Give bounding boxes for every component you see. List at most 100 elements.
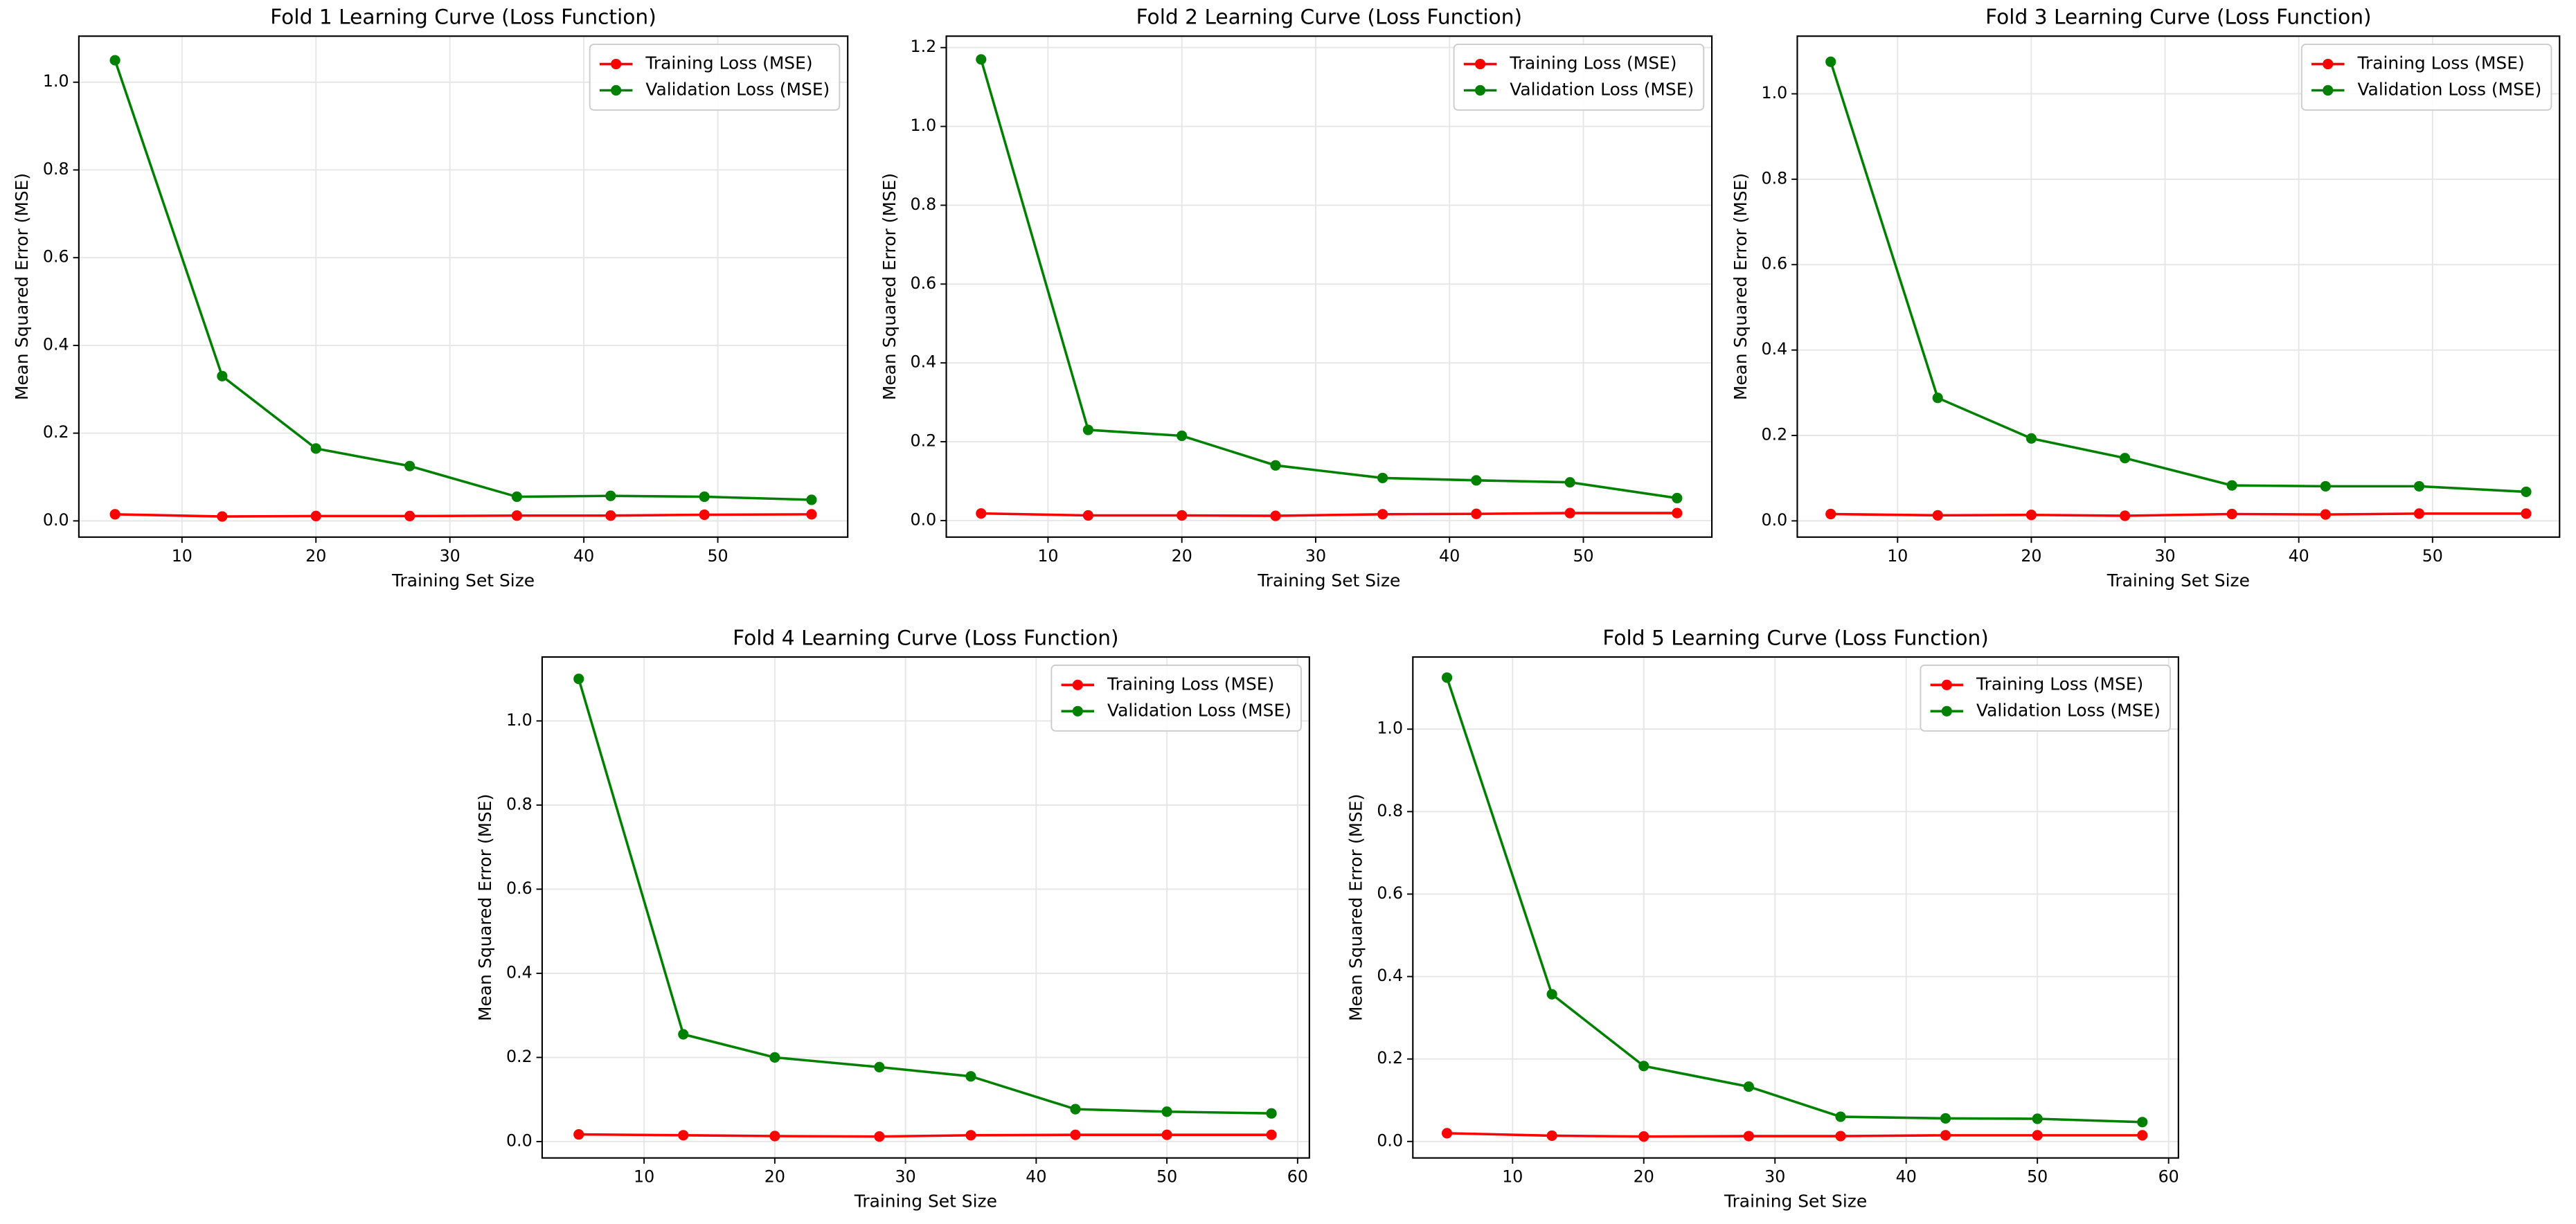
data-point bbox=[1377, 472, 1388, 484]
series-line bbox=[114, 60, 812, 501]
data-point bbox=[404, 460, 415, 471]
legend-label: Training Loss (MSE) bbox=[1107, 674, 1274, 694]
data-point bbox=[1672, 507, 1683, 519]
series-line bbox=[980, 59, 1678, 500]
data-point bbox=[2120, 453, 2131, 464]
x-axis-label: Training Set Size bbox=[2107, 570, 2250, 591]
data-point bbox=[605, 510, 616, 521]
data-point bbox=[2137, 1117, 2148, 1128]
x-tick-label: 50 bbox=[2422, 546, 2443, 566]
y-tick-label: 0.4 bbox=[1761, 339, 1787, 359]
data-point bbox=[1940, 1113, 1951, 1124]
y-tick-label: 1.0 bbox=[43, 71, 69, 91]
x-tick-label: 40 bbox=[573, 546, 594, 566]
data-point bbox=[511, 510, 522, 521]
series-line bbox=[1830, 512, 2526, 517]
x-tick-label: 20 bbox=[764, 1167, 785, 1187]
y-tick-label: 0.8 bbox=[1377, 801, 1403, 820]
y-axis-label: Mean Squared Error (MSE) bbox=[879, 173, 900, 400]
data-point bbox=[2226, 508, 2237, 520]
data-point bbox=[217, 370, 228, 381]
y-tick-label: 0.2 bbox=[506, 1047, 533, 1066]
data-point bbox=[678, 1029, 689, 1040]
y-tick-label: 0.0 bbox=[1377, 1131, 1403, 1150]
y-axis-label: Mean Squared Error (MSE) bbox=[12, 173, 32, 400]
data-point bbox=[1932, 510, 1943, 521]
y-tick-label: 0.4 bbox=[1377, 966, 1403, 985]
x-tick-label: 40 bbox=[1026, 1167, 1046, 1187]
chart-title: Fold 1 Learning Curve (Loss Function) bbox=[270, 5, 656, 29]
y-tick-label: 0.4 bbox=[911, 352, 937, 372]
data-point bbox=[1266, 1129, 1277, 1140]
data-point bbox=[1377, 509, 1388, 520]
series-line bbox=[1830, 61, 2527, 494]
legend-marker bbox=[1474, 84, 1486, 96]
x-axis-label: Training Set Size bbox=[1724, 1191, 1867, 1212]
legend-marker bbox=[611, 58, 622, 70]
data-point bbox=[2320, 509, 2331, 520]
data-point bbox=[1743, 1081, 1754, 1092]
data-point bbox=[1266, 1108, 1277, 1119]
y-tick-label: 1.0 bbox=[1761, 83, 1787, 102]
x-tick-label: 20 bbox=[2021, 546, 2041, 566]
chart-title: Fold 3 Learning Curve (Loss Function) bbox=[1985, 5, 2371, 29]
data-point bbox=[109, 55, 120, 66]
x-axis-label: Training Set Size bbox=[1257, 570, 1400, 591]
data-point bbox=[605, 490, 616, 501]
legend-marker bbox=[611, 84, 622, 96]
data-point bbox=[1441, 1128, 1453, 1139]
data-point bbox=[1564, 477, 1575, 488]
data-point bbox=[1638, 1061, 1649, 1072]
x-tick-label: 40 bbox=[1439, 546, 1460, 566]
chart-title: Fold 4 Learning Curve (Loss Function) bbox=[733, 625, 1118, 649]
x-tick-label: 30 bbox=[2154, 546, 2175, 566]
data-point bbox=[1564, 507, 1575, 519]
legend-label: Validation Loss (MSE) bbox=[1976, 700, 2161, 720]
data-point bbox=[1082, 510, 1093, 521]
x-tick-label: 50 bbox=[1573, 546, 1593, 566]
legend-box bbox=[1050, 664, 1302, 732]
y-axis-label: Mean Squared Error (MSE) bbox=[1730, 173, 1751, 400]
series-line bbox=[1445, 677, 2143, 1124]
data-point bbox=[1471, 475, 1482, 486]
data-point bbox=[1940, 1130, 1951, 1141]
legend-label: Validation Loss (MSE) bbox=[2357, 80, 2541, 100]
y-tick-label: 1.2 bbox=[911, 37, 937, 56]
x-tick-label: 40 bbox=[2289, 546, 2309, 566]
y-tick-label: 0.6 bbox=[506, 879, 533, 898]
data-point bbox=[1825, 508, 1836, 520]
data-point bbox=[511, 491, 522, 503]
series-line bbox=[578, 1133, 1272, 1138]
data-point bbox=[2521, 508, 2532, 519]
x-tick-label: 60 bbox=[1287, 1167, 1308, 1187]
data-point bbox=[1932, 393, 1943, 404]
y-tick-label: 0.2 bbox=[1377, 1048, 1403, 1068]
x-tick-label: 30 bbox=[895, 1167, 916, 1187]
x-tick-label: 10 bbox=[1887, 546, 1908, 566]
data-point bbox=[965, 1130, 976, 1141]
y-axis-label: Mean Squared Error (MSE) bbox=[1346, 794, 1366, 1021]
plot-frame bbox=[945, 35, 1713, 538]
data-point bbox=[1270, 510, 1281, 521]
subplot: 0.0 0.2 0.4 0.6 0.8 1.0 10 20 30 40 50 60 Fold 4 Lea… bbox=[475, 625, 1310, 1212]
x-tick-label: 10 bbox=[1502, 1167, 1523, 1187]
y-tick-label: 0.2 bbox=[1761, 424, 1787, 444]
data-point bbox=[1471, 508, 1482, 519]
chart-title: Fold 2 Learning Curve (Loss Function) bbox=[1136, 5, 1522, 29]
data-point bbox=[1082, 424, 1093, 435]
data-point bbox=[976, 508, 987, 519]
data-point bbox=[1825, 56, 1836, 67]
data-point bbox=[976, 54, 987, 65]
data-point bbox=[1743, 1131, 1754, 1142]
legend-label: Training Loss (MSE) bbox=[2356, 53, 2524, 73]
x-tick-label: 30 bbox=[440, 546, 460, 566]
legend-box bbox=[1453, 44, 1705, 111]
x-tick-label: 50 bbox=[707, 546, 728, 566]
x-tick-label: 30 bbox=[1764, 1167, 1785, 1187]
legend-label: Validation Loss (MSE) bbox=[1107, 700, 1291, 720]
legend-marker bbox=[1941, 705, 1952, 717]
data-point bbox=[2521, 486, 2532, 498]
y-tick-label: 0.8 bbox=[43, 159, 69, 179]
data-point bbox=[310, 510, 321, 521]
x-tick-label: 30 bbox=[1305, 546, 1326, 566]
